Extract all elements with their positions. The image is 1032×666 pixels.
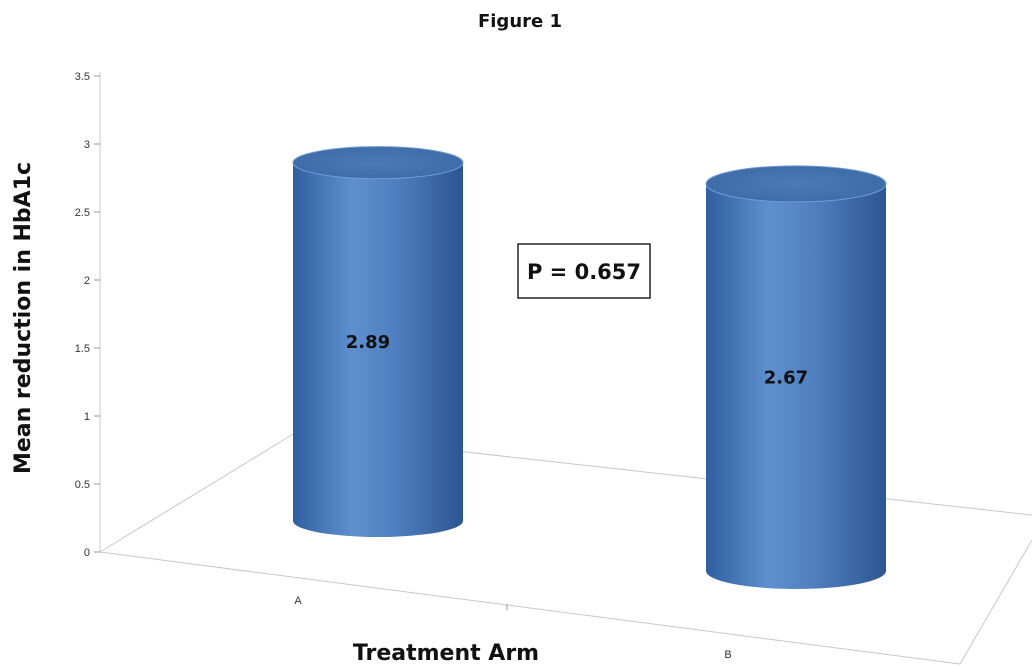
chart-title: Figure 1 [478,11,562,32]
x-tick-label: A [294,595,302,607]
y-tick-label: 2.5 [75,207,90,219]
bar-body [293,162,463,537]
p-value-text: P = 0.657 [527,260,641,284]
y-tick-label: 3 [84,139,90,151]
floor-outline [99,551,961,665]
y-tick-label: 1.5 [75,343,90,355]
data-label: 2.67 [764,367,808,388]
y-tick-label: 0 [84,547,90,559]
bar-B: 2.67 [705,165,887,589]
bar-top [705,165,887,203]
floor-right-edge [959,539,1032,665]
bar-body [706,183,886,589]
plot-floor [99,72,1032,665]
y-axis-title: Mean reduction in HbA1c [11,162,36,474]
y-tick-label: 1 [84,411,90,423]
bar-A: 2.89 [292,146,464,537]
bars: 2.89 2.67 [292,146,887,589]
p-value-box [517,243,651,299]
y-tick-label: 2 [84,275,90,287]
floor-back-edge [99,432,1032,553]
p-value-annotation: P = 0.657 [517,243,651,299]
x-tick-label: B [724,649,731,661]
bar-top [292,146,464,180]
data-label: 2.89 [346,332,390,353]
x-axis-title: Treatment Arm [353,641,539,666]
y-axis: 0 0.5 1 1.5 2 2.5 3 3.5 [75,71,100,559]
y-tick-label: 0.5 [75,479,90,491]
y-tick-label: 3.5 [75,71,90,83]
x-axis: AB [294,595,731,661]
